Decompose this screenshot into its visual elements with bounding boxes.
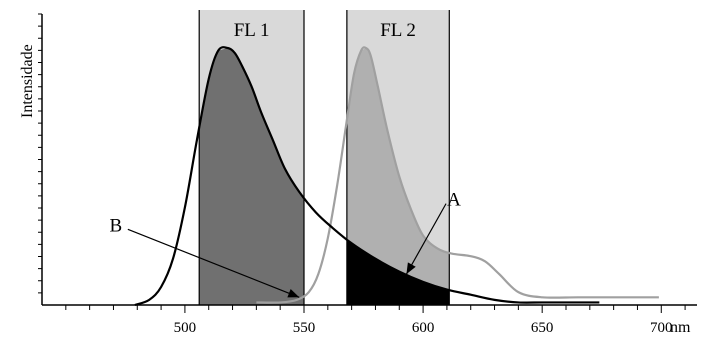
x-tick-label: 600 — [412, 320, 435, 336]
y-axis-label: Intensidade — [19, 44, 36, 118]
y-ticks-layer — [38, 13, 42, 294]
x-ticks-layer — [65, 305, 686, 313]
annotation-arrow-line — [127, 228, 300, 298]
band-borders-layer — [198, 10, 450, 305]
x-tick-label: 550 — [293, 320, 316, 336]
band-labels-layer: FL 1 FL 2 — [234, 20, 416, 41]
annotation-arrow-head — [287, 289, 300, 298]
tick-labels-layer: 500 550 600 650 700 — [174, 320, 673, 336]
annotation-arrow-head — [406, 262, 416, 275]
series-line-2 — [256, 46, 659, 304]
fills-layer — [199, 48, 450, 305]
series-layer — [134, 46, 659, 307]
band-label: FL 2 — [380, 20, 416, 41]
x-tick-label: 700 — [650, 320, 673, 336]
band-label: FL 1 — [234, 20, 270, 41]
x-tick-label: 500 — [174, 320, 197, 336]
x-tick-label: 650 — [531, 320, 554, 336]
annotation-label: B — [109, 215, 122, 236]
fl2-area — [346, 48, 450, 305]
x-axis-label: nm — [670, 319, 691, 336]
overlap-area — [346, 239, 450, 305]
annotation-label: A — [447, 190, 461, 211]
series-line-1 — [134, 46, 600, 307]
annotations-layer: AB — [109, 190, 461, 298]
annotation-arrow-line — [405, 203, 447, 275]
fl1-area — [199, 48, 304, 305]
